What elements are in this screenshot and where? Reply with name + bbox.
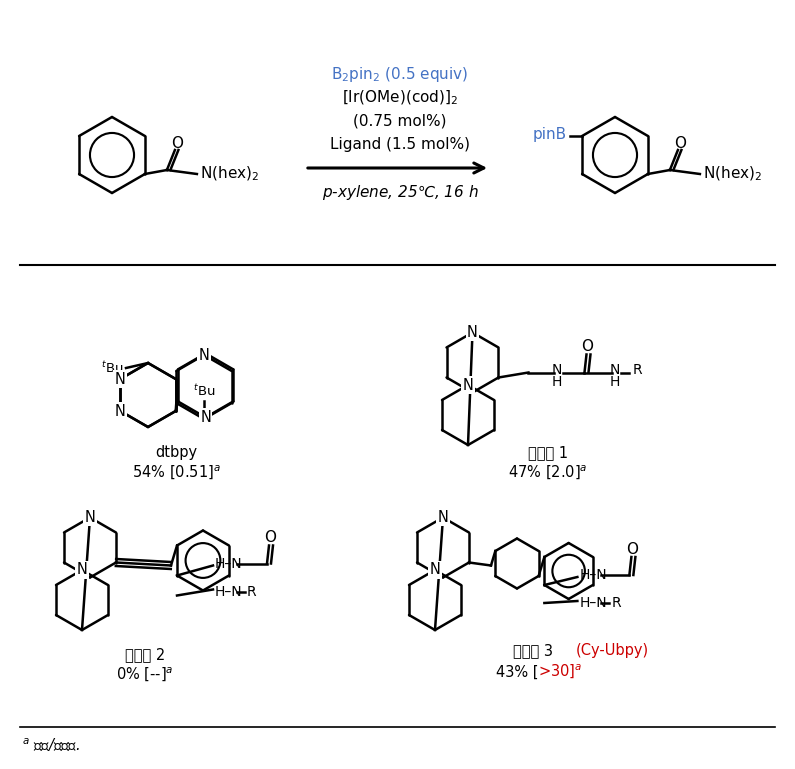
Text: 配位子 2: 配位子 2 <box>125 647 165 663</box>
Text: H–N: H–N <box>215 584 242 598</box>
Text: 54% [0.51]$^a$: 54% [0.51]$^a$ <box>131 464 220 482</box>
Text: Ligand (1.5 mol%): Ligand (1.5 mol%) <box>330 137 470 151</box>
Text: H–N: H–N <box>215 557 242 571</box>
Text: >30]$^a$: >30]$^a$ <box>538 663 582 681</box>
Text: pinB: pinB <box>533 126 567 141</box>
Text: N: N <box>463 378 474 392</box>
Text: O: O <box>626 541 638 557</box>
Text: N: N <box>114 371 126 387</box>
Text: N: N <box>437 510 448 525</box>
Text: R: R <box>611 596 621 610</box>
Text: [Ir(OMe)(cod)]$_2$: [Ir(OMe)(cod)]$_2$ <box>342 88 458 107</box>
Text: N: N <box>84 510 95 525</box>
Text: dtbpy: dtbpy <box>155 445 197 461</box>
Text: 47% [2.0]$^a$: 47% [2.0]$^a$ <box>508 464 588 482</box>
Text: H: H <box>609 375 619 388</box>
Text: 配位子 3: 配位子 3 <box>514 644 563 658</box>
Text: (0.75 mol%): (0.75 mol%) <box>353 114 447 128</box>
Text: (Cy-Ubpy): (Cy-Ubpy) <box>576 644 650 658</box>
Text: O: O <box>171 135 183 151</box>
Text: O: O <box>581 339 594 354</box>
Text: N: N <box>429 562 440 578</box>
Text: R: R <box>633 364 642 378</box>
Text: N: N <box>609 364 619 378</box>
Text: N: N <box>200 410 211 425</box>
Text: B$_2$pin$_2$ (0.5 equiv): B$_2$pin$_2$ (0.5 equiv) <box>332 65 469 85</box>
Text: R: R <box>247 584 257 598</box>
Text: 43% [: 43% [ <box>495 664 538 680</box>
Text: N: N <box>199 348 209 362</box>
Text: N(hex)$_2$: N(hex)$_2$ <box>703 165 762 183</box>
Text: 配位子 1: 配位子 1 <box>528 445 568 461</box>
Text: N: N <box>114 404 126 418</box>
Text: $p$-xylene, 25℃, 16 h: $p$-xylene, 25℃, 16 h <box>322 182 479 201</box>
Text: N: N <box>551 364 562 378</box>
Text: $^t$Bu: $^t$Bu <box>192 384 215 399</box>
Text: O: O <box>674 135 686 151</box>
Text: H–N: H–N <box>580 568 607 582</box>
Text: N: N <box>76 562 87 578</box>
Text: N(hex)$_2$: N(hex)$_2$ <box>200 165 259 183</box>
Text: $^t$Bu: $^t$Bu <box>100 360 123 376</box>
Text: 0% [--]$^a$: 0% [--]$^a$ <box>116 666 174 684</box>
Text: H–N: H–N <box>580 596 607 610</box>
Text: H: H <box>551 375 562 388</box>
Text: $^a$ メタ/パラ比.: $^a$ メタ/パラ比. <box>22 736 80 754</box>
Text: N: N <box>467 325 478 340</box>
Text: O: O <box>264 530 276 545</box>
